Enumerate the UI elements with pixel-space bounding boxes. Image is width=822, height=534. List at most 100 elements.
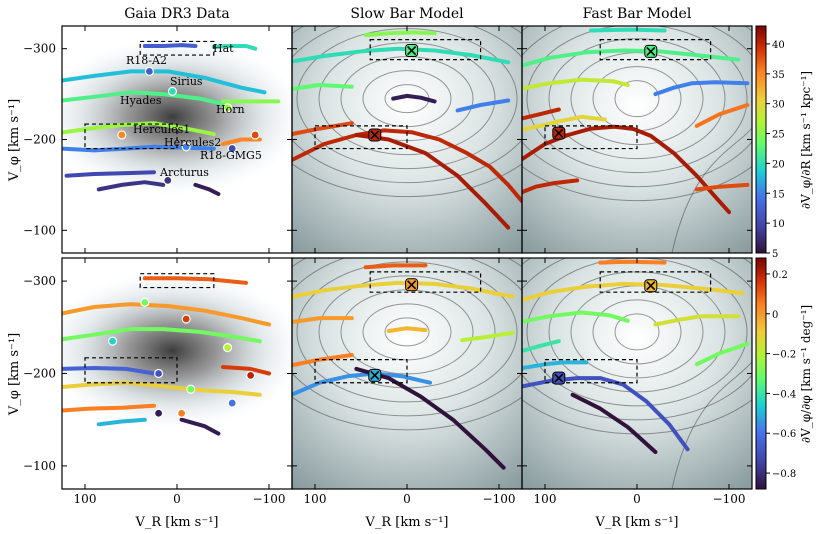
colorbar-top-gradient — [755, 25, 767, 254]
ridge-line — [694, 182, 750, 192]
ridge-line — [292, 280, 515, 299]
label-hat: Hat — [213, 42, 234, 55]
colorbar-tick-label: 5 — [772, 249, 778, 260]
marker-point — [250, 130, 260, 140]
ridge-line — [62, 380, 262, 397]
ridge-line — [62, 302, 271, 327]
potential-contour — [292, 258, 522, 417]
ridge-line — [62, 144, 216, 153]
colorbar-top-ticks: 5 10 15 20 25 30 35 40 — [766, 40, 785, 260]
x-axis-label-right: V_R [km s⁻¹] — [594, 515, 678, 530]
ridge-line — [522, 281, 745, 303]
potential-contour — [292, 26, 522, 184]
marker-cross — [370, 370, 380, 380]
marker-point — [140, 297, 150, 307]
ridge-line — [522, 77, 630, 91]
x-tick-label: −100 — [483, 492, 516, 506]
ridge-line — [522, 360, 589, 371]
colorbar-bottom-gradient — [755, 257, 767, 490]
ridge-line — [62, 90, 230, 107]
ridge-line — [522, 48, 741, 68]
ridge-line — [292, 83, 354, 91]
marker-cross — [370, 130, 380, 140]
ridge-line — [455, 98, 511, 113]
marker-point — [181, 142, 191, 152]
marker-point — [144, 66, 154, 77]
ridge-line — [142, 43, 198, 48]
ridge-line — [694, 103, 750, 128]
potential-contour — [522, 26, 752, 202]
ridge-line — [522, 178, 580, 195]
column-title-gaia: Gaia DR3 Data — [124, 6, 229, 22]
selection-box — [84, 123, 178, 150]
marker-cross — [554, 373, 564, 383]
y-axis-label-top: V_φ [km s⁻¹] — [7, 99, 22, 182]
y-tick-label: −200 — [23, 367, 56, 381]
colorbar-tick-label: −0.8 — [772, 469, 796, 480]
ridge-line — [292, 353, 354, 368]
y-tick-label: −300 — [23, 42, 56, 56]
ridge-line — [522, 310, 630, 324]
ridge-line — [354, 366, 506, 470]
y-tick-label: −100 — [23, 223, 56, 237]
x-axis-label-left: V_R [km s⁻¹] — [134, 515, 218, 530]
marker-cross — [646, 46, 656, 56]
potential-contour — [614, 313, 660, 351]
selection-box — [84, 357, 178, 384]
y-tick-label: −300 — [23, 274, 56, 288]
ridge-line — [694, 341, 750, 367]
panel-top-left — [62, 38, 292, 196]
colorbar-tick-label: 15 — [772, 189, 785, 200]
colorbar-top: 5 10 15 20 25 30 35 40 ∂V_φ/∂R [km s⁻¹ kpc⁻¹] — [755, 25, 813, 260]
y-tick-label: −200 — [23, 133, 56, 147]
marker-cross — [407, 45, 417, 56]
selection-box — [544, 125, 638, 150]
colorbar-tick-label: −0.2 — [772, 350, 796, 361]
colorbar-bottom-label: ∂V_φ/∂φ [km s⁻¹ deg⁻¹] — [799, 305, 813, 443]
x-tick-label: −100 — [253, 492, 286, 506]
marker-point — [167, 86, 177, 96]
column-title-slow-bar: Slow Bar Model — [350, 6, 464, 22]
marker-point — [107, 336, 118, 346]
potential-contour — [592, 299, 682, 365]
colorbar-bottom-ticks: 0.2 0 −0.2 −0.4 −0.6 −0.8 — [766, 270, 796, 480]
marker-point — [246, 370, 256, 380]
ridge-line — [292, 121, 354, 137]
colorbar-top-label: ∂V_φ/∂R [km s⁻¹ kpc⁻¹] — [799, 71, 813, 209]
y-axis-label-bottom: V_φ [km s⁻¹] — [7, 333, 22, 416]
ridge-line — [522, 114, 607, 132]
panel-top-middle — [292, 26, 522, 253]
ridge-line — [653, 314, 741, 327]
marker-cross — [646, 281, 656, 291]
marker-point — [223, 343, 233, 353]
x-tick-label: 0 — [173, 492, 181, 506]
selection-box — [314, 125, 408, 150]
ridge-line — [96, 417, 147, 427]
label-sirius: Sirius — [170, 75, 203, 88]
ridge-line — [589, 27, 667, 33]
selection-box — [599, 39, 712, 61]
ridge-line — [62, 69, 267, 95]
colorbar-tick-label: 0.2 — [772, 270, 788, 281]
marker-point — [223, 103, 233, 113]
panel-bottom-middle — [292, 258, 522, 489]
ridge-line — [292, 316, 354, 325]
ridge-line — [653, 80, 750, 97]
star-density — [62, 38, 292, 195]
panel-bottom-right — [522, 258, 752, 489]
colorbar-tick-label: 20 — [772, 159, 785, 170]
label-arcturus: Arcturus — [159, 166, 209, 179]
x-axis-label-middle: V_R [km s⁻¹] — [364, 515, 448, 530]
ridge-line — [460, 330, 515, 343]
ridge-line — [391, 93, 437, 104]
colorbar-tick-label: −0.6 — [772, 429, 796, 440]
marker-point — [154, 368, 164, 379]
x-tick-label: 0 — [403, 492, 411, 506]
potential-contour — [522, 258, 752, 421]
ridge-line — [522, 339, 561, 353]
ridge-line — [221, 137, 262, 146]
ridge-line — [292, 128, 522, 204]
selection-box — [599, 271, 712, 293]
marker-point — [186, 384, 196, 394]
